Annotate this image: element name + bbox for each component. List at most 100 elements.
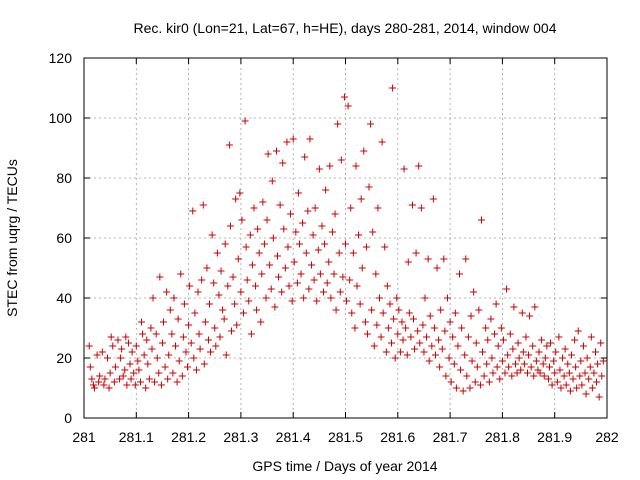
data-point (88, 375, 96, 383)
data-point (483, 360, 491, 368)
data-point (156, 273, 164, 281)
data-point (362, 243, 370, 251)
data-point (417, 204, 425, 212)
y-tick-label: 20 (56, 350, 72, 366)
data-point (144, 360, 152, 368)
data-point (240, 309, 248, 317)
data-point (586, 363, 594, 371)
data-point (346, 276, 354, 284)
data-point (306, 135, 314, 143)
data-point (157, 381, 165, 389)
data-point (457, 366, 465, 374)
data-point (552, 348, 560, 356)
data-point (574, 327, 582, 335)
data-point (238, 216, 246, 224)
data-point (149, 294, 157, 302)
data-point (195, 330, 203, 338)
data-point (488, 354, 496, 362)
data-point (287, 210, 295, 218)
x-tick-label: 281.5 (328, 429, 363, 445)
y-tick-label: 40 (56, 290, 72, 306)
data-point (201, 318, 209, 326)
data-point (573, 384, 581, 392)
data-point (555, 333, 563, 341)
data-point (390, 315, 398, 323)
data-point (199, 201, 207, 209)
data-point (232, 195, 240, 203)
data-point (118, 345, 126, 353)
data-point (280, 225, 288, 233)
axes: 281 281.1 281.2 281.3 281.4 281.5 281.6 281.7 28… (49, 50, 619, 445)
data-point (117, 354, 125, 362)
data-point (522, 333, 530, 341)
data-point (272, 147, 280, 155)
data-point (408, 201, 416, 209)
data-point (492, 300, 500, 308)
data-point (266, 261, 274, 269)
data-point (471, 378, 479, 386)
y-tick-label: 0 (64, 410, 72, 426)
data-point (131, 381, 139, 389)
data-point (411, 345, 419, 353)
data-point (378, 138, 386, 146)
data-point (494, 342, 502, 350)
data-point (236, 189, 244, 197)
data-point (355, 231, 363, 239)
data-point (271, 303, 279, 311)
y-tick-label: 80 (56, 170, 72, 186)
data-point (443, 294, 451, 302)
data-point (511, 360, 519, 368)
data-point (179, 333, 187, 341)
data-point (134, 357, 142, 365)
data-point (451, 309, 459, 317)
data-point (524, 369, 532, 377)
data-point (172, 342, 180, 350)
data-point (302, 249, 310, 257)
data-point (482, 324, 490, 332)
data-point (90, 384, 98, 392)
data-point (463, 372, 471, 380)
data-point (222, 351, 230, 359)
data-point (440, 255, 448, 263)
data-point (595, 393, 603, 401)
data-point (531, 303, 539, 311)
data-point (513, 369, 521, 377)
data-point (561, 345, 569, 353)
data-point (155, 369, 163, 377)
data-point (428, 342, 436, 350)
data-point (405, 309, 413, 317)
x-tick-label: 281.4 (276, 429, 311, 445)
data-point (127, 375, 135, 383)
data-point (593, 378, 601, 386)
data-point (529, 342, 537, 350)
data-point (184, 363, 192, 371)
data-point (178, 372, 186, 380)
data-point (143, 336, 151, 344)
data-point (598, 372, 606, 380)
data-point (268, 177, 276, 185)
data-point (301, 153, 309, 161)
data-point (274, 252, 282, 260)
data-point (203, 264, 211, 272)
data-point (505, 363, 513, 371)
data-point (527, 363, 535, 371)
data-point (582, 390, 590, 398)
data-point (153, 354, 161, 362)
data-point (454, 342, 462, 350)
data-point (173, 378, 181, 386)
data-point (438, 345, 446, 353)
x-tick-label: 281.8 (485, 429, 520, 445)
data-point (316, 270, 324, 278)
y-tick-label: 100 (49, 110, 73, 126)
data-point (426, 312, 434, 320)
data-point (587, 333, 595, 341)
data-point (517, 366, 525, 374)
data-point (484, 336, 492, 344)
data-point (186, 282, 194, 290)
data-point (577, 357, 585, 365)
data-point (501, 369, 509, 377)
data-point (386, 300, 394, 308)
data-point (217, 267, 225, 275)
data-point (535, 348, 543, 356)
data-point (187, 339, 195, 347)
